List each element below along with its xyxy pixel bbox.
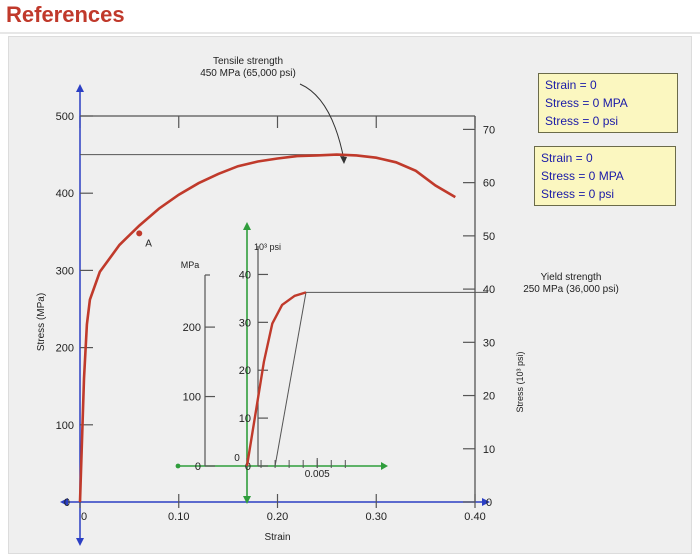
inset-x-axis-arrow — [381, 462, 388, 470]
x-tick-label: 0.20 — [267, 511, 288, 523]
inset-psi-tick-label: 0 — [245, 461, 251, 473]
y-tick-label: 500 — [56, 111, 74, 123]
inset-x-axis-left-dot — [175, 463, 181, 469]
x-tick-label: 0.40 — [464, 511, 485, 523]
readout-box-1: Strain = 0 Stress = 0 MPA Stress = 0 psi — [538, 73, 678, 133]
x-axis-arrow-right — [482, 498, 490, 506]
header-divider — [0, 32, 700, 34]
inset-x-tick-label: 0 — [234, 453, 240, 464]
readout-1-strain: Strain = 0 — [545, 78, 597, 92]
inset-x-tick-label: 0.005 — [305, 469, 330, 480]
offset-line — [274, 292, 307, 467]
yield-label-line1: Yield strength — [540, 272, 602, 283]
right-tick-label: 0 — [486, 497, 492, 509]
x-tick-label: 0 — [81, 511, 87, 523]
readout-box-2: Strain = 0 Stress = 0 MPA Stress = 0 psi — [534, 146, 676, 206]
point-a-label: A — [145, 238, 152, 249]
inset-psi-tick-label: 20 — [239, 365, 251, 377]
y-tick-label: 300 — [56, 265, 74, 277]
inset-mpa-tick-label: 100 — [183, 392, 201, 404]
tensile-pointer — [299, 83, 345, 161]
right-axis-title: Stress (10³ psi) — [515, 351, 525, 412]
inset-psi-tick-label: 10 — [239, 413, 251, 425]
y-tick-label: 100 — [56, 420, 74, 432]
point-a-marker — [136, 230, 143, 237]
y-axis-title: Stress (MPa) — [36, 293, 47, 351]
tensile-label-line2: 450 MPa (65,000 psi) — [200, 68, 296, 79]
right-tick-label: 30 — [483, 337, 495, 349]
inset-y-axis-arrow-up — [243, 222, 251, 230]
chart-curves — [78, 83, 488, 503]
readout-1-stress-mpa: Stress = 0 MPA — [545, 96, 628, 110]
x-axis-arrow-left — [60, 498, 68, 506]
y-tick-label: 200 — [56, 343, 74, 355]
right-tick-label: 40 — [483, 284, 495, 296]
inset-chart: 0 100 200 0 10 20 30 40 MPa 10³ psi 0 0.005 — [175, 222, 388, 504]
inset-curve — [245, 291, 307, 467]
tensile-pointer-head — [340, 156, 347, 164]
right-tick-label: 50 — [483, 231, 495, 243]
x-tick-label: 0.30 — [366, 511, 387, 523]
page-title: References — [6, 2, 125, 27]
inset-y-axis-arrow-down — [243, 496, 251, 504]
right-tick-label: 70 — [483, 124, 495, 136]
readout-1-stress-psi: Stress = 0 psi — [545, 114, 619, 128]
inset-psi-tick-label: 40 — [239, 269, 251, 281]
right-tick-label: 10 — [483, 444, 495, 456]
y-axis-arrow-down — [76, 538, 84, 546]
yield-strength-annotation: Yield strength 250 MPa (36,000 psi) — [506, 272, 636, 296]
y-tick-label: 0 — [64, 497, 70, 509]
inset-mpa-tick-label: 200 — [183, 322, 201, 334]
readout-2-stress-mpa: Stress = 0 MPA — [541, 169, 624, 183]
x-axis-title: Strain — [264, 532, 290, 543]
tensile-label-line1: Tensile strength — [212, 56, 284, 67]
right-tick-label: 20 — [483, 391, 495, 403]
inset-psi-title: 10³ psi — [254, 242, 281, 252]
inset-psi-tick-label: 30 — [239, 317, 251, 329]
tensile-strength-annotation: Tensile strength 450 MPa (65,000 psi) — [178, 56, 318, 80]
right-tick-label: 60 — [483, 178, 495, 190]
chart-labels: Strain Stress (MPa) Stress (10³ psi) A — [36, 238, 525, 543]
yield-label-line2: 250 MPa (36,000 psi) — [523, 284, 619, 295]
stress-strain-curve — [78, 153, 456, 503]
inset-mpa-title: MPa — [181, 260, 200, 270]
x-tick-label: 0.10 — [168, 511, 189, 523]
inset-mpa-tick-label: 0 — [195, 461, 201, 473]
y-axis-arrow-up — [76, 84, 84, 92]
readout-2-stress-psi: Stress = 0 psi — [541, 187, 615, 201]
readout-2-strain: Strain = 0 — [541, 151, 593, 165]
y-tick-label: 400 — [56, 188, 74, 200]
